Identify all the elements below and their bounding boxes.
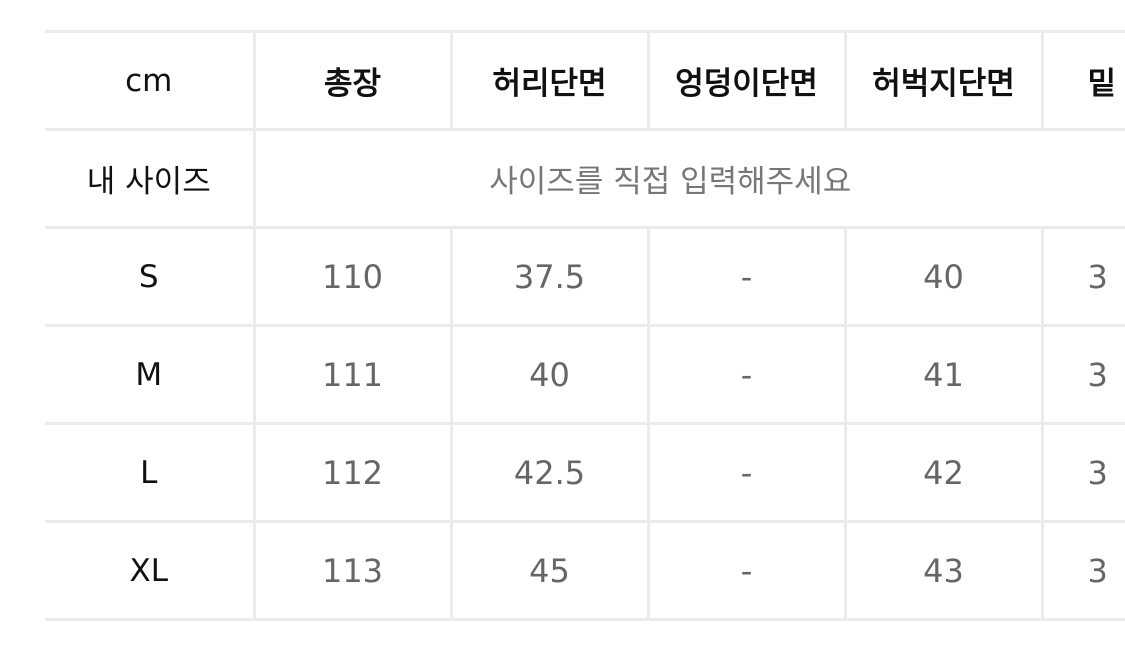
size-table-container: cm 총장 허리단면 엉덩이단면 허벅지단면 밑 내 사이즈 사이즈를 직접 입… [45,30,1125,621]
table-cell: 43 [843,520,1042,621]
table-cell: 40 [449,324,648,425]
my-size-row: 내 사이즈 사이즈를 직접 입력해주세요 [45,128,1125,229]
table-cell: 3 [1040,226,1125,327]
size-label: L [45,422,254,523]
table-cell: 112 [252,422,451,523]
table-cell: 41 [843,324,1042,425]
table-cell: - [646,422,845,523]
table-row: L 112 42.5 - 42 3 [45,422,1125,523]
table-cell: 45 [449,520,648,621]
table-row: XL 113 45 - 43 3 [45,520,1125,621]
size-table: cm 총장 허리단면 엉덩이단면 허벅지단면 밑 내 사이즈 사이즈를 직접 입… [45,30,1125,621]
table-cell: - [646,324,845,425]
size-label: S [45,226,254,327]
table-cell: 111 [252,324,451,425]
my-size-input[interactable]: 사이즈를 직접 입력해주세요 [252,128,1125,229]
table-cell: - [646,520,845,621]
size-label: XL [45,520,254,621]
unit-label: cm [45,30,254,131]
header-cell: 허리단면 [449,30,648,131]
table-cell: 3 [1040,422,1125,523]
table-cell: 110 [252,226,451,327]
size-label: M [45,324,254,425]
table-row: S 110 37.5 - 40 3 [45,226,1125,327]
header-row: cm 총장 허리단면 엉덩이단면 허벅지단면 밑 [45,30,1125,131]
table-cell: 42 [843,422,1042,523]
table-cell: 42.5 [449,422,648,523]
table-cell: 113 [252,520,451,621]
header-cell: 허벅지단면 [843,30,1042,131]
my-size-label: 내 사이즈 [45,128,254,229]
table-cell: 3 [1040,324,1125,425]
header-cell: 총장 [252,30,451,131]
header-cell: 엉덩이단면 [646,30,845,131]
table-cell: - [646,226,845,327]
table-row: M 111 40 - 41 3 [45,324,1125,425]
table-cell: 40 [843,226,1042,327]
my-size-placeholder: 사이즈를 직접 입력해주세요 [489,164,852,200]
header-cell: 밑 [1040,30,1125,131]
table-cell: 3 [1040,520,1125,621]
table-cell: 37.5 [449,226,648,327]
